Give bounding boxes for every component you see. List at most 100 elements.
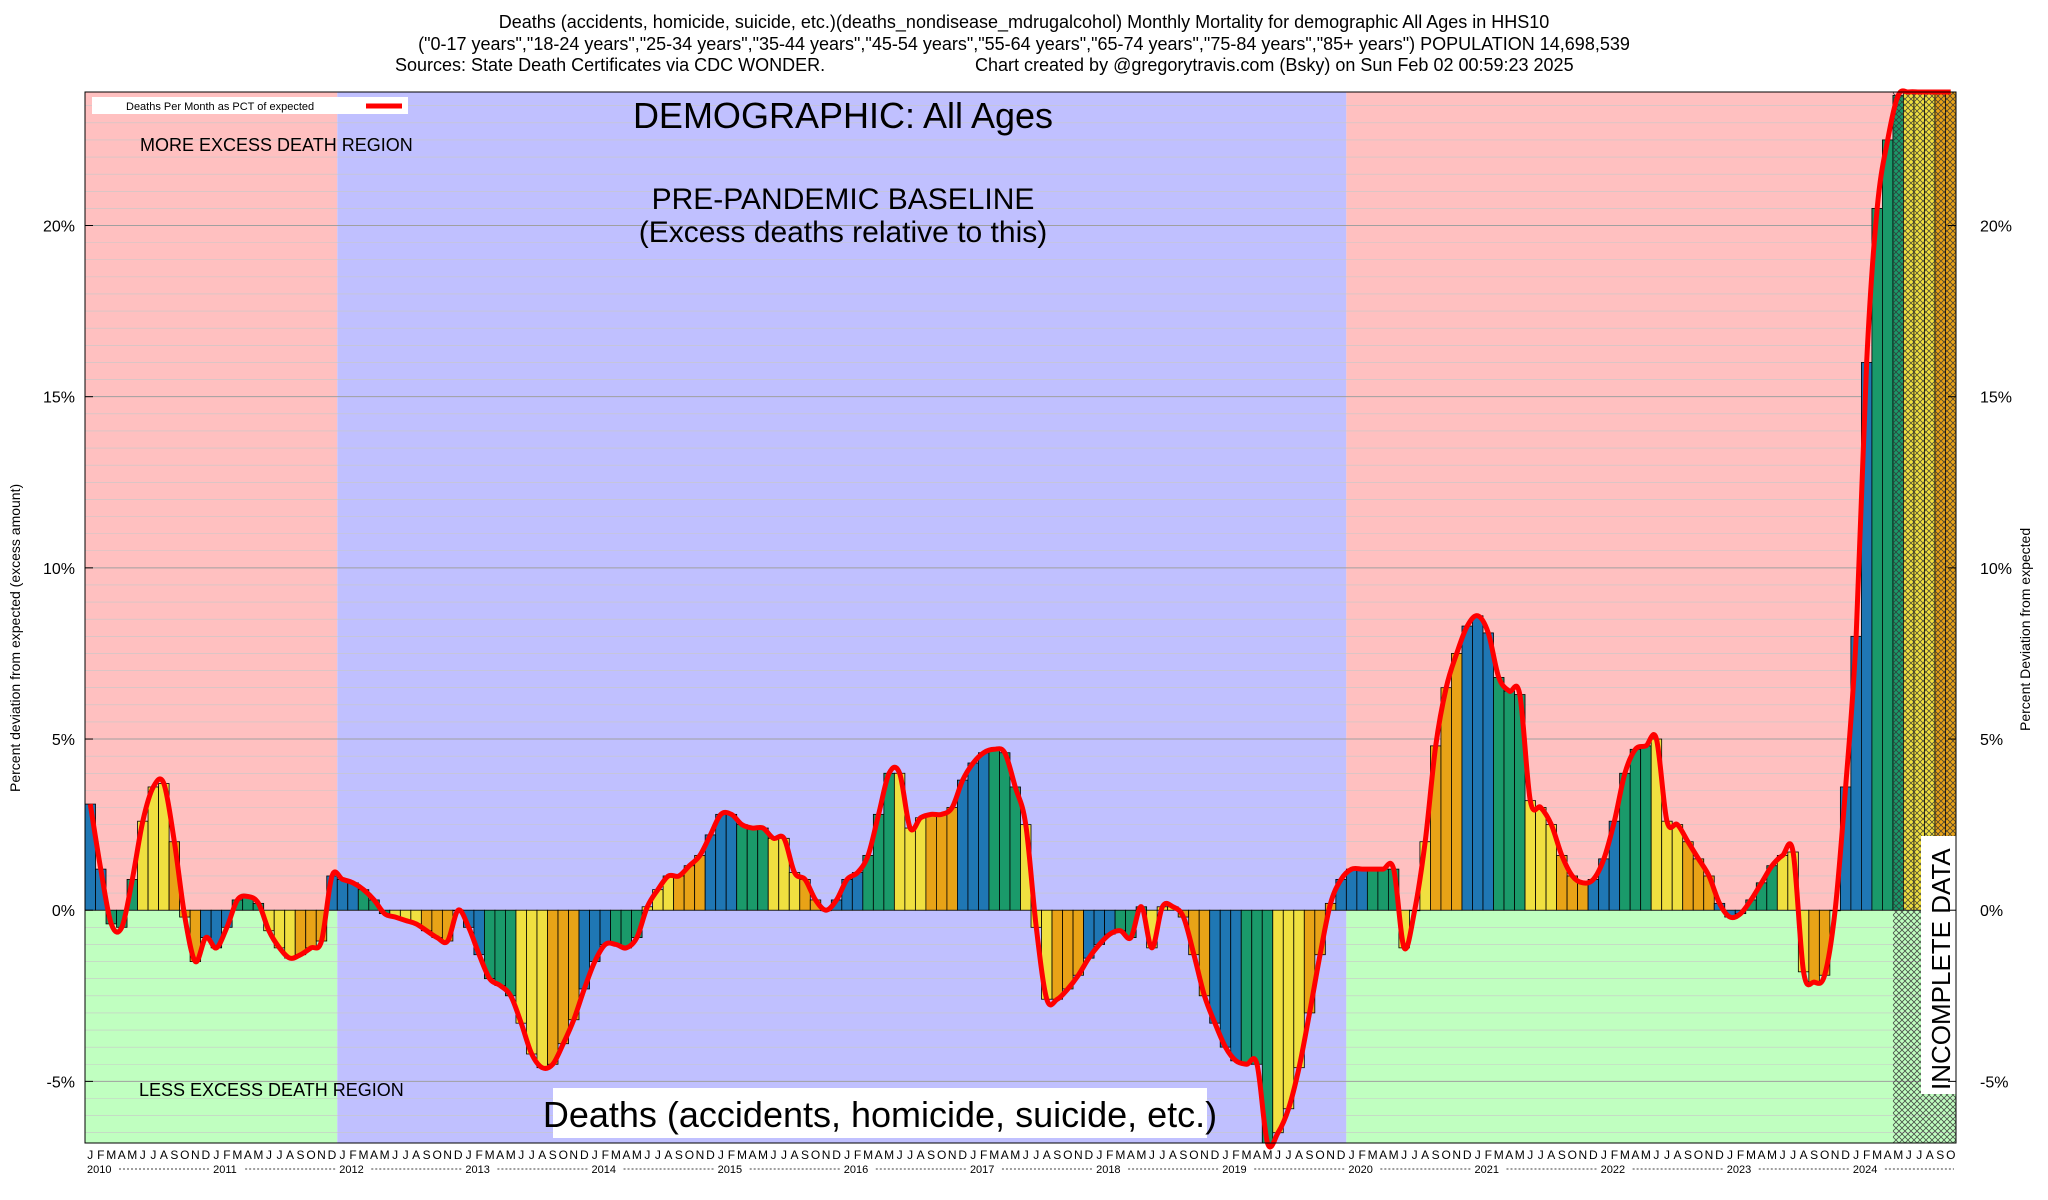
bar (1440, 687, 1452, 911)
x-month-label: J (87, 1148, 93, 1162)
x-month-label: M (1368, 1148, 1378, 1162)
x-month-label: O (1568, 1148, 1577, 1162)
x-month-label: A (1127, 1148, 1135, 1162)
x-month-label: J (1349, 1148, 1355, 1162)
x-month-label: J (644, 1148, 650, 1162)
x-year-label: 2018 (1096, 1164, 1120, 1176)
x-month-label: A (538, 1148, 546, 1162)
bar (200, 909, 212, 938)
chart-title-line2: ("0-17 years","18-24 years","25-34 years… (418, 34, 1630, 54)
less-excess-region-post (1346, 910, 1956, 1143)
x-month-label: M (1767, 1148, 1777, 1162)
x-year-label: 2014 (592, 1164, 616, 1176)
x-month-label: N (1074, 1148, 1083, 1162)
x-month-label: A (1758, 1148, 1766, 1162)
bar (673, 875, 685, 911)
bar (1629, 748, 1642, 911)
x-month-label: S (296, 1148, 304, 1162)
x-month-label: N (1705, 1148, 1714, 1162)
bar (715, 813, 727, 911)
bar (746, 827, 759, 911)
x-month-label: M (1389, 1148, 1399, 1162)
bar (1808, 909, 1820, 983)
x-month-label: A (370, 1148, 378, 1162)
x-month-label: J (276, 1148, 282, 1162)
x-month-label: O (937, 1148, 946, 1162)
bar (1640, 745, 1652, 911)
x-month-label: D (1589, 1148, 1598, 1162)
x-month-label: M (1263, 1148, 1273, 1162)
x-month-label: J (1527, 1148, 1533, 1162)
x-month-label: O (1315, 1148, 1324, 1162)
x-year-label: 2010 (87, 1164, 111, 1176)
x-month-label: N (1326, 1148, 1335, 1162)
bar (1472, 615, 1484, 911)
bar (1661, 820, 1673, 911)
bar (694, 855, 706, 911)
x-month-label: A (496, 1148, 504, 1162)
x-month-label: F (1863, 1148, 1870, 1162)
x-month-label: A (664, 1148, 672, 1162)
plot-frame (84, 91, 1957, 1144)
bar (599, 909, 611, 945)
y-tick-label-left: 15% (43, 390, 75, 407)
x-month-label: O (1063, 1148, 1072, 1162)
x-month-label: M (884, 1148, 894, 1162)
x-month-label: M (253, 1148, 263, 1162)
x-month-label: J (1727, 1148, 1733, 1162)
bar (1009, 786, 1021, 911)
x-month-label: F (475, 1148, 482, 1162)
x-month-label: F (1232, 1148, 1239, 1162)
x-month-label: S (801, 1148, 809, 1162)
bar (1209, 909, 1221, 1024)
x-month-label: S (1558, 1148, 1566, 1162)
bar (1524, 800, 1536, 911)
x-month-label: J (1275, 1148, 1281, 1162)
axes (84, 91, 1957, 1144)
x-month-label: A (748, 1148, 756, 1162)
x-month-label: A (1800, 1148, 1808, 1162)
bar (1062, 909, 1074, 990)
x-month-label: N (317, 1148, 326, 1162)
chart-title-line1: Deaths (accidents, homicide, suicide, et… (499, 12, 1550, 33)
x-month-label: F (1358, 1148, 1365, 1162)
x-month-label: D (1463, 1148, 1472, 1162)
bar (757, 827, 769, 911)
x-month-label: A (286, 1148, 294, 1162)
y-ticks-left: -5% 0% 5% 10% 15% 20% (43, 219, 75, 1092)
x-month-label: J (1401, 1148, 1407, 1162)
bar (1219, 909, 1232, 1048)
bar (1776, 855, 1789, 911)
bar (967, 762, 979, 911)
y-ticks-right: -5% 0% 5% 10% 15% 20% (1980, 219, 2012, 1092)
x-month-label: D (1841, 1148, 1850, 1162)
bar (904, 827, 916, 911)
bar (1503, 690, 1515, 911)
baseline-label-line2: (Excess deaths relative to this) (639, 216, 1048, 249)
x-month-label: A (412, 1148, 420, 1162)
x-month-label: D (1084, 1148, 1093, 1162)
x-year-label: 2020 (1348, 1164, 1372, 1176)
x-month-label: J (1475, 1148, 1481, 1162)
bar (305, 909, 317, 949)
x-month-label: S (1936, 1148, 1944, 1162)
x-month-label: J (466, 1148, 472, 1162)
more-excess-region-label: MORE EXCESS DEATH REGION (140, 135, 413, 155)
bar (1482, 632, 1494, 911)
x-month-label: N (822, 1148, 831, 1162)
bar (914, 817, 927, 911)
x-month-label: J (1538, 1148, 1544, 1162)
bar (946, 807, 958, 911)
chart-title-sources: Sources: State Death Certificates via CD… (395, 55, 825, 75)
x-month-label: J (1601, 1148, 1607, 1162)
bar (336, 878, 349, 911)
y-tick-label-left: 20% (43, 219, 75, 236)
x-month-label: J (1149, 1148, 1155, 1162)
x-month-label: N (443, 1148, 452, 1162)
x-month-label: J (1023, 1148, 1029, 1162)
bar (284, 909, 296, 959)
bar (1461, 625, 1473, 911)
x-month-label: J (529, 1148, 535, 1162)
bar (1493, 677, 1505, 911)
